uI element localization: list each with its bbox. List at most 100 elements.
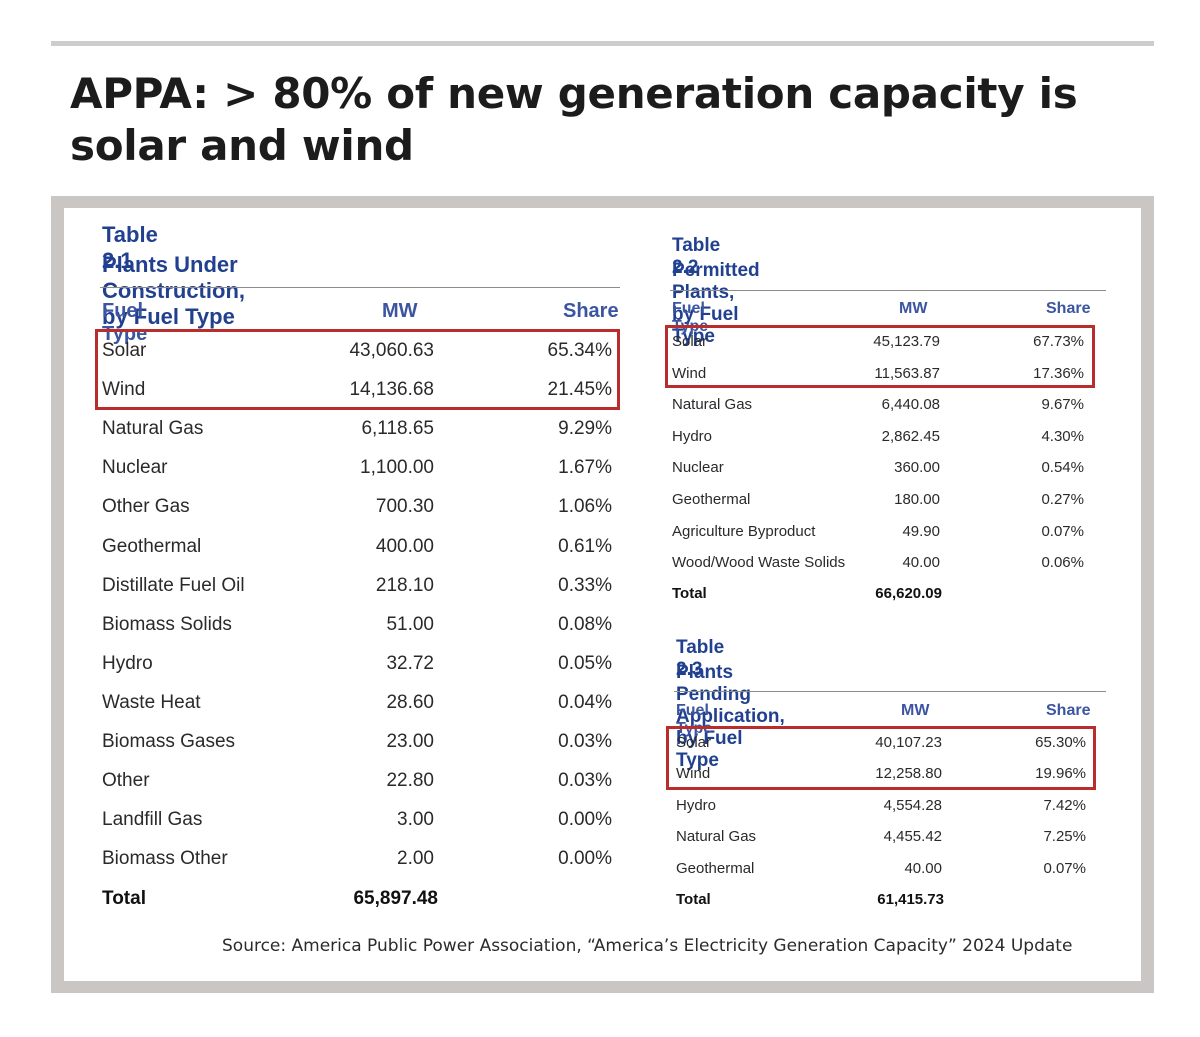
row-fuel-type: Solar: [676, 734, 712, 751]
row-share: 9.67%: [1041, 396, 1084, 414]
table-rule: [100, 287, 620, 288]
row-fuel-type: Wood/Wood Waste Solids: [672, 554, 846, 572]
solar-wind-highlight: [95, 329, 620, 410]
row-mw: 360.00: [894, 459, 940, 477]
row-mw: 400.00: [375, 535, 434, 557]
row-share: 65.30%: [1035, 734, 1086, 751]
row-fuel-type: Geothermal: [676, 859, 755, 877]
col-header-share: Share: [1046, 300, 1091, 317]
row-fuel-type: Landfill Gas: [102, 809, 203, 831]
row-mw: 28.60: [386, 691, 434, 713]
table-title: Permitted Plants, by Fuel Type: [672, 260, 760, 347]
row-fuel-type: Natural Gas: [672, 396, 753, 414]
row-share: 21.45%: [547, 379, 612, 401]
row-share: 0.61%: [558, 535, 612, 557]
row-mw: 43,060.63: [349, 340, 434, 361]
row-fuel-type: Biomass Gases: [102, 731, 236, 752]
row-mw: 32.72: [386, 652, 434, 674]
row-fuel-type: Nuclear: [102, 457, 168, 479]
row-mw: 2,862.45: [881, 427, 940, 445]
row-fuel-type: Geothermal: [672, 491, 751, 508]
row-mw: 40.00: [902, 554, 940, 572]
row-fuel-type: Biomass Other: [102, 848, 228, 870]
row-share: 0.03%: [558, 731, 612, 752]
row-mw: 6,440.08: [881, 396, 940, 414]
total-mw: 61,415.73: [877, 891, 944, 908]
row-fuel-type: Biomass Solids: [102, 613, 232, 635]
row-fuel-type: Solar: [672, 333, 708, 350]
row-mw: 3.00: [397, 809, 434, 831]
row-fuel-type: Natural Gas: [676, 828, 757, 846]
table-number: Table 2.1: [102, 222, 158, 273]
row-share: 1.06%: [558, 496, 612, 518]
total-label: Total: [672, 585, 707, 602]
row-share: 4.30%: [1041, 427, 1084, 445]
solar-wind-highlight: [666, 726, 1096, 790]
row-share: 7.42%: [1043, 796, 1086, 814]
col-header-share: Share: [1046, 702, 1091, 719]
row-fuel-type: Natural Gas: [102, 418, 204, 440]
table-rule: [670, 290, 1106, 291]
total-label: Total: [676, 891, 711, 908]
row-mw: 6,118.65: [361, 418, 434, 440]
row-share: 0.04%: [558, 691, 612, 713]
row-share: 0.54%: [1041, 459, 1084, 477]
row-mw: 22.80: [386, 770, 434, 792]
row-mw: 40,107.23: [875, 734, 942, 751]
row-share: 1.67%: [558, 457, 612, 479]
row-fuel-type: Other: [102, 770, 150, 792]
row-share: 0.00%: [558, 848, 612, 870]
col-header-mw: MW: [382, 300, 418, 322]
row-share: 65.34%: [547, 340, 612, 361]
row-share: 7.25%: [1043, 828, 1086, 846]
table-rule: [674, 691, 1106, 692]
row-share: 0.06%: [1041, 554, 1084, 572]
top-divider: [51, 41, 1154, 46]
row-mw: 51.00: [386, 613, 434, 635]
row-mw: 2.00: [397, 848, 434, 870]
row-fuel-type: Distillate Fuel Oil: [102, 574, 245, 596]
row-share: 67.73%: [1033, 333, 1084, 350]
row-fuel-type: Agriculture Byproduct: [672, 522, 816, 540]
row-fuel-type: Hydro: [102, 652, 153, 674]
row-share: 0.07%: [1041, 522, 1084, 540]
row-mw: 45,123.79: [873, 333, 940, 350]
total-mw: 66,620.09: [875, 585, 942, 602]
row-mw: 1,100.00: [360, 457, 434, 479]
row-fuel-type: Wind: [102, 379, 146, 401]
col-header-mw: MW: [901, 702, 930, 719]
row-mw: 4,554.28: [883, 796, 942, 814]
row-share: 9.29%: [558, 418, 612, 440]
row-mw: 700.30: [375, 496, 434, 518]
total-mw: 65,897.48: [353, 888, 438, 909]
row-mw: 14,136.68: [349, 379, 434, 401]
row-share: 0.03%: [558, 770, 612, 792]
table-number: Table 2.3: [676, 637, 725, 680]
solar-wind-highlight: [665, 325, 1095, 388]
row-mw: 23.00: [386, 731, 434, 752]
row-fuel-type: Solar: [102, 340, 147, 361]
row-share: 0.05%: [558, 652, 612, 674]
row-fuel-type: Hydro: [676, 796, 717, 814]
row-fuel-type: Waste Heat: [102, 691, 201, 713]
row-fuel-type: Other Gas: [102, 496, 190, 518]
row-fuel-type: Wind: [676, 765, 711, 783]
row-share: 0.08%: [558, 613, 612, 635]
figure-panel: [64, 208, 1141, 981]
row-mw: 40.00: [904, 859, 942, 877]
row-share: 17.36%: [1033, 364, 1084, 382]
total-label: Total: [102, 888, 146, 909]
table-number: Table 2.2: [672, 235, 721, 278]
row-share: 0.00%: [558, 809, 612, 831]
row-mw: 49.90: [902, 522, 940, 540]
col-header-fuel: Fuel Type: [102, 300, 148, 345]
row-fuel-type: Geothermal: [102, 535, 202, 557]
row-share: 0.07%: [1043, 859, 1086, 877]
row-fuel-type: Hydro: [672, 427, 713, 445]
row-mw: 12,258.80: [875, 765, 942, 783]
table-title: Plants Pending Application, by Fuel Type: [676, 662, 785, 771]
row-fuel-type: Nuclear: [672, 459, 724, 477]
row-mw: 11,563.87: [874, 364, 940, 382]
row-share: 0.33%: [558, 574, 612, 596]
col-header-mw: MW: [899, 300, 928, 317]
